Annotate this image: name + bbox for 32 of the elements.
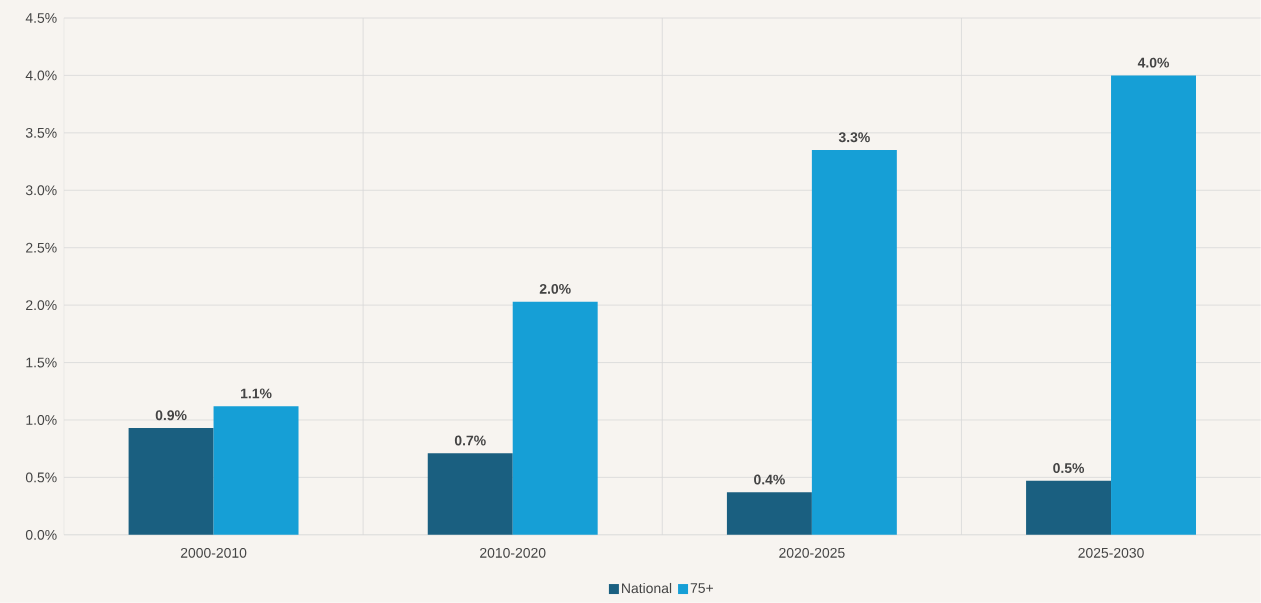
y-tick-label: 1.0% xyxy=(26,415,57,426)
legend-label: 75+ xyxy=(690,583,713,594)
bar xyxy=(128,428,214,535)
y-tick-label: 4.0% xyxy=(25,70,57,81)
y-tick-label: 1.5% xyxy=(26,357,57,368)
legend-label: National xyxy=(622,583,672,594)
data-label: 1.1% xyxy=(241,388,272,399)
data-label: 4.0% xyxy=(1137,57,1170,68)
bar xyxy=(512,301,598,535)
data-label: 0.4% xyxy=(754,474,785,485)
data-label: 3.3% xyxy=(838,132,870,143)
bar xyxy=(1026,480,1112,535)
y-tick-label: 0.5% xyxy=(25,472,57,483)
y-tick-label: 3.0% xyxy=(25,185,57,196)
x-tick-label: 2010-2020 xyxy=(480,548,546,558)
data-label: 0.7% xyxy=(454,435,486,446)
y-tick-label: 4.5% xyxy=(25,13,57,23)
y-tick-label: 3.5% xyxy=(25,127,57,138)
y-tick-label: 2.0% xyxy=(26,300,57,311)
data-label: 0.9% xyxy=(155,410,187,421)
data-label: 0.5% xyxy=(1053,463,1085,474)
bar xyxy=(427,453,513,535)
x-tick-label: 2000-2010 xyxy=(180,548,247,558)
bar xyxy=(811,150,897,535)
x-tick-label: 2025-2030 xyxy=(1078,548,1144,558)
y-tick-label: 0.0% xyxy=(25,529,57,540)
bar xyxy=(213,406,299,535)
bar xyxy=(1111,75,1196,535)
bar xyxy=(726,492,812,535)
x-tick-label: 2020-2025 xyxy=(779,548,845,558)
data-label: 2.0% xyxy=(539,284,571,294)
y-tick-label: 2.5% xyxy=(26,242,57,253)
